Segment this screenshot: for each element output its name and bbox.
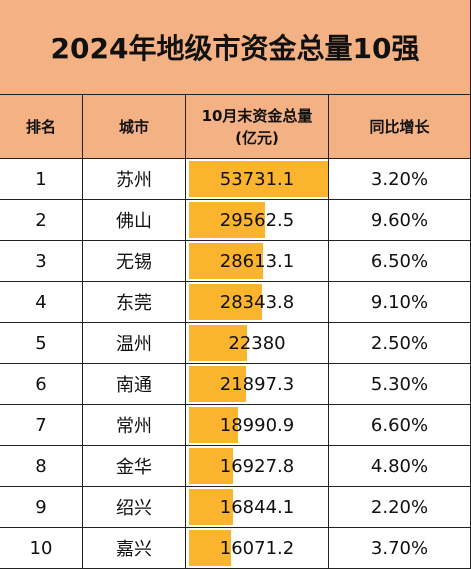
header-rank: 排名 [0,95,83,159]
amount-value: 16844.1 [219,496,295,518]
amount-bar [189,202,265,238]
rank-cell: 6 [0,364,83,404]
amount-value: 21897.3 [219,373,295,395]
growth-cell: 3.70% [370,537,429,559]
header-city: 城市 [83,95,186,159]
city-cell: 金华 [83,446,186,486]
growth-cell: 9.10% [370,291,429,313]
amount-value: 28613.1 [219,250,295,272]
city-cell: 苏州 [83,159,186,199]
rank-cell: 4 [0,282,83,322]
header-growth-label: 同比增长 [369,117,430,136]
amount-bar [189,530,231,566]
amount-cell: 16927.8 [186,446,329,486]
city-cell: 温州 [83,323,186,363]
amount-bar [189,284,262,320]
header-growth: 同比增长 [329,95,470,159]
amount-cell: 21897.3 [186,364,329,404]
city-cell: 常州 [83,405,186,445]
table-row: 3 无锡 28613.1 6.50% [0,241,470,282]
amount-cell: 28343.8 [186,282,329,322]
amount-bar [189,161,328,197]
amount-cell: 29562.5 [186,200,329,240]
amount-value: 16927.8 [219,455,295,477]
table-row: 2 佛山 29562.5 9.60% [0,200,470,241]
growth-cell: 3.20% [370,168,429,190]
rank-cell: 8 [0,446,83,486]
amount-cell: 28613.1 [186,241,329,281]
amount-bar [189,448,233,484]
amount-value: 29562.5 [219,209,295,231]
amount-value: 16071.2 [219,537,295,559]
growth-cell: 2.20% [370,496,429,518]
header-city-label: 城市 [118,117,149,136]
amount-bar [189,407,238,443]
city-cell: 南通 [83,364,186,404]
amount-value: 22380 [228,332,286,354]
table-row: 8 金华 16927.8 4.80% [0,446,470,487]
rank-cell: 10 [0,528,83,568]
city-cell: 嘉兴 [83,528,186,568]
growth-cell: 6.50% [370,250,429,272]
amount-value: 28343.8 [219,291,295,313]
amount-value: 53731.1 [219,168,295,190]
amount-value: 18990.9 [219,414,295,436]
amount-cell: 16844.1 [186,487,329,527]
rank-cell: 3 [0,241,83,281]
amount-bar [189,366,246,402]
city-cell: 无锡 [83,241,186,281]
city-cell: 东莞 [83,282,186,322]
growth-cell: 6.60% [370,414,429,436]
growth-cell: 4.80% [370,455,429,477]
rank-cell: 2 [0,200,83,240]
header-amount: 10月末资金总量 (亿元) [186,95,329,159]
growth-cell: 5.30% [370,373,429,395]
growth-cell: 2.50% [370,332,429,354]
amount-bar [189,325,247,361]
table-row: 6 南通 21897.3 5.30% [0,364,470,405]
header-amount-label: 10月末资金总量 [201,106,313,125]
rank-cell: 5 [0,323,83,363]
rank-cell: 1 [0,159,83,199]
city-cell: 佛山 [83,200,186,240]
amount-cell: 16071.2 [186,528,329,568]
amount-bar [189,489,233,525]
rank-cell: 9 [0,487,83,527]
header-amount-unit: (亿元) [235,128,279,147]
table-row: 1 苏州 53731.1 3.20% [0,159,470,200]
table-row: 5 温州 22380 2.50% [0,323,470,364]
table-title: 2024年地级市资金总量10强 [0,0,470,95]
rank-cell: 7 [0,405,83,445]
city-cell: 绍兴 [83,487,186,527]
amount-cell: 22380 [186,323,329,363]
amount-bar [189,243,263,279]
table-row: 4 东莞 28343.8 9.10% [0,282,470,323]
amount-cell: 18990.9 [186,405,329,445]
table-row: 10 嘉兴 16071.2 3.70% [0,528,470,569]
growth-cell: 9.60% [370,209,429,231]
amount-cell: 53731.1 [186,159,329,199]
header-rank-label: 排名 [25,117,56,136]
table-row: 7 常州 18990.9 6.60% [0,405,470,446]
table-row: 9 绍兴 16844.1 2.20% [0,487,470,528]
